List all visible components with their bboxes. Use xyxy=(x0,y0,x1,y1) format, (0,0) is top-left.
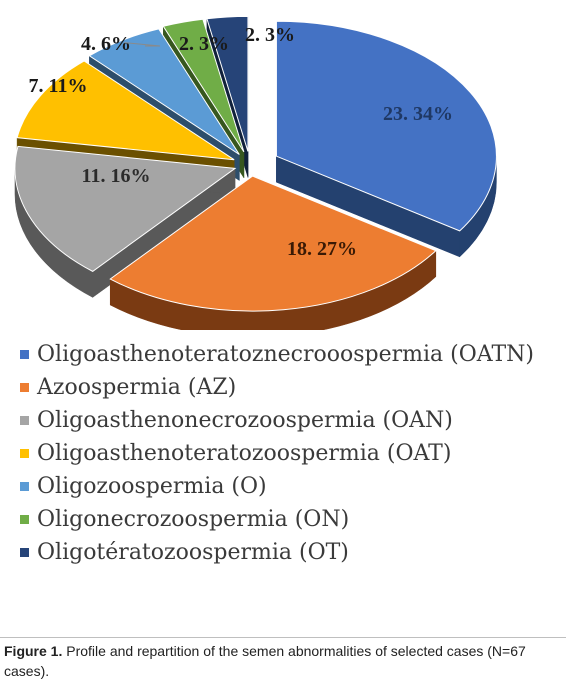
legend-label: Oligozoospermia (O) xyxy=(37,474,267,499)
pie-data-label: 7. 11% xyxy=(29,75,88,97)
legend-label: Oligoasthenonecrozoospermia (OAN) xyxy=(37,408,453,433)
legend-swatch xyxy=(20,383,29,392)
pie-slice-7 xyxy=(206,15,249,152)
legend-swatch xyxy=(20,416,29,425)
legend-swatch xyxy=(20,449,29,458)
pie-data-label: 18. 27% xyxy=(287,238,357,260)
pie-data-label: 2. 3% xyxy=(179,33,229,55)
legend-item: Oligoasthenoteratoznecrooospermia (OATN) xyxy=(20,338,560,371)
pie-slice-4 xyxy=(16,60,235,161)
pie-data-labels: 23. 34% 18. 27% 11. 16% 7. 11% 4. 6% 2. 3% 2. … xyxy=(29,24,453,260)
figure-caption: Figure 1. Profile and repartition of the… xyxy=(4,641,560,681)
pie-data-label: 2. 3% xyxy=(245,24,295,46)
legend-swatch xyxy=(20,350,29,359)
legend-label: Azoospermia (AZ) xyxy=(37,375,237,400)
leader-line xyxy=(124,42,161,47)
pie-top-faces xyxy=(14,15,497,312)
pie-slice-1 xyxy=(275,20,497,232)
pie-data-label: 4. 6% xyxy=(81,33,131,55)
legend-label: Oligonecrozoospermia (ON) xyxy=(37,507,350,532)
legend-item: Oligoasthenonecrozoospermia (OAN) xyxy=(20,404,560,437)
legend-swatch xyxy=(20,548,29,557)
caption-label: Figure 1. xyxy=(4,643,63,659)
pie-slice-6 xyxy=(162,18,245,153)
legend-item: Azoospermia (AZ) xyxy=(20,371,560,404)
pie-slice-5 xyxy=(88,28,240,155)
caption-text: Profile and repartition of the semen abn… xyxy=(4,643,526,679)
pie-data-label: 11. 16% xyxy=(82,165,151,187)
legend-item: Oligotératozoospermia (OT) xyxy=(20,536,560,569)
legend-swatch xyxy=(20,515,29,524)
legend-item: Oligozoospermia (O) xyxy=(20,470,560,503)
pie-chart: 23. 34% 18. 27% 11. 16% 7. 11% 4. 6% 2. 3% 2. … xyxy=(0,0,566,338)
legend-item: Oligonecrozoospermia (ON) xyxy=(20,503,560,536)
legend-label: Oligoasthenoteratozoospermia (OAT) xyxy=(37,441,452,466)
pie-slice-2 xyxy=(109,175,437,312)
caption-divider xyxy=(0,637,566,638)
pie-chart-svg: 23. 34% 18. 27% 11. 16% 7. 11% 4. 6% 2. 3% 2. … xyxy=(14,15,497,338)
pie-slice-3 xyxy=(14,145,237,272)
legend-label: Oligotératozoospermia (OT) xyxy=(37,540,349,565)
legend-swatch xyxy=(20,482,29,491)
legend-item: Oligoasthenoteratozoospermia (OAT) xyxy=(20,437,560,470)
pie-data-label: 23. 34% xyxy=(383,103,453,125)
chart-legend: Oligoasthenoteratoznecrooospermia (OATN)… xyxy=(20,338,560,569)
legend-label: Oligoasthenoteratoznecrooospermia (OATN) xyxy=(37,342,534,367)
